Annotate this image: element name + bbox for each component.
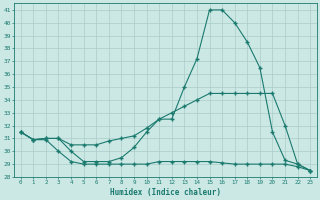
X-axis label: Humidex (Indice chaleur): Humidex (Indice chaleur): [110, 188, 221, 197]
